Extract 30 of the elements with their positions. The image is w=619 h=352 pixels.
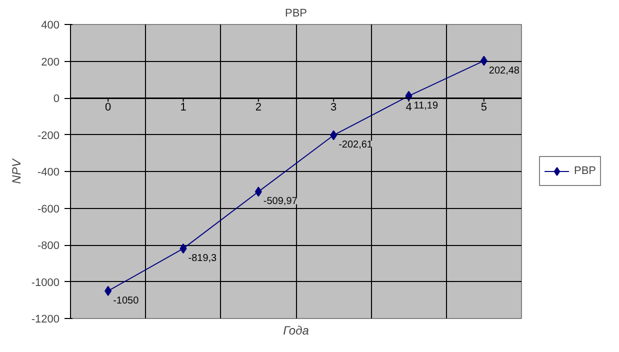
chart-title: PBP [284, 8, 308, 20]
y-tick-label: 400 [41, 20, 60, 32]
data-label: 202,48 [488, 65, 520, 76]
y-tick-label: -800 [37, 240, 60, 252]
x-axis-title: Года [283, 324, 310, 338]
x-tick-label: 0 [105, 102, 112, 114]
x-tick-label: 4 [406, 102, 412, 114]
x-tick-label: 5 [480, 102, 487, 114]
data-label: -819,3 [188, 253, 218, 264]
point [330, 130, 338, 140]
y-tick-label: -400 [37, 166, 60, 178]
data-label: -202,61 [338, 140, 373, 151]
x-tick-label: 1 [180, 102, 186, 114]
point [104, 286, 112, 296]
point [480, 56, 488, 66]
data-label: -1050 [113, 295, 140, 306]
y-tick-label: 0 [53, 93, 60, 105]
y-tick-label: -1000 [31, 276, 60, 289]
data-label: -509,97 [263, 196, 298, 208]
y-tick-label: -600 [37, 203, 60, 216]
y-tick-label: 200 [41, 56, 60, 68]
y-axis-title: NPV [9, 158, 24, 184]
legend-label: PBP [574, 165, 596, 177]
data-label: 11,19 [414, 100, 438, 112]
x-tick-label: 2 [255, 102, 262, 114]
y-tick-label: -1200 [31, 314, 60, 326]
point [180, 244, 187, 254]
point [254, 186, 262, 197]
y-tick-label: -200 [37, 130, 60, 142]
x-tick-label: 3 [330, 102, 337, 114]
